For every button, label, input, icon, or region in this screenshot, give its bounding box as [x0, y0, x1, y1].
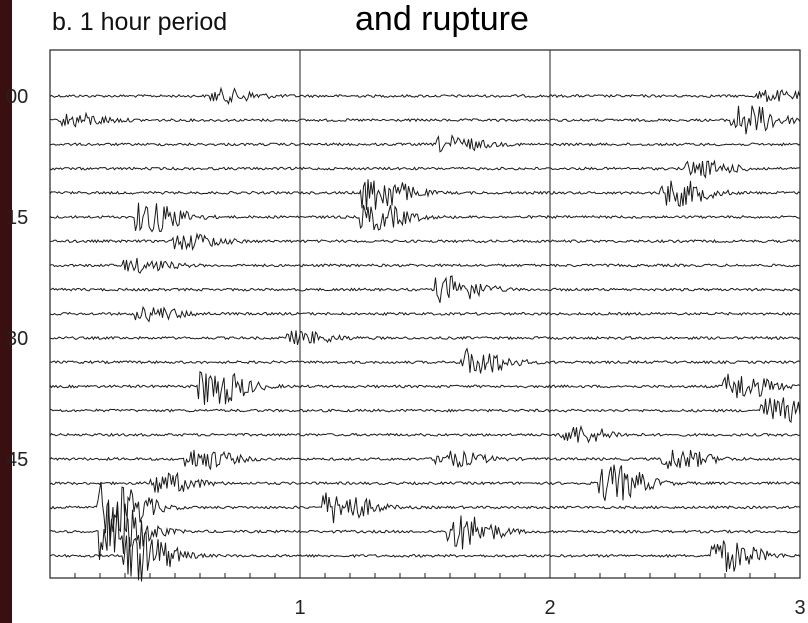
trace-group	[49, 86, 801, 582]
seismogram-trace	[49, 305, 801, 323]
seismogram-trace	[49, 370, 801, 405]
seismogram-trace	[49, 424, 801, 444]
x-tick-label: 1	[294, 597, 305, 619]
y-tick-label: 45	[6, 449, 28, 471]
seismogram-trace	[49, 397, 801, 424]
seismogram-trace	[49, 159, 801, 179]
chart-title: b. 1 hour period	[52, 8, 228, 36]
seismogram-trace	[49, 529, 801, 582]
axes-group: 00 15 30 45 1 2 3	[6, 49, 806, 619]
seismogram-trace	[49, 449, 801, 470]
seismogram-trace	[49, 202, 800, 233]
seismogram-trace	[49, 232, 801, 252]
y-tick-label: 15	[6, 207, 28, 229]
seismogram-trace	[49, 499, 801, 560]
seismogram-trace	[49, 179, 801, 210]
y-tick-label: 00	[6, 86, 28, 108]
seismogram-trace	[49, 133, 801, 153]
seismogram-trace	[49, 105, 801, 135]
seismogram-trace	[49, 330, 801, 346]
seismogram-trace	[49, 257, 801, 274]
seismogram-trace	[49, 347, 801, 374]
chart-subtitle: and rupture	[355, 0, 529, 38]
seismogram-trace	[49, 86, 801, 106]
x-tick-label: 3	[794, 597, 805, 619]
y-tick-label: 30	[6, 328, 28, 350]
seismogram-trace	[49, 275, 801, 303]
seismogram-trace	[49, 464, 801, 501]
seismogram-trace	[49, 481, 801, 537]
left-frame-border	[0, 0, 12, 623]
x-tick-label: 2	[544, 597, 555, 619]
